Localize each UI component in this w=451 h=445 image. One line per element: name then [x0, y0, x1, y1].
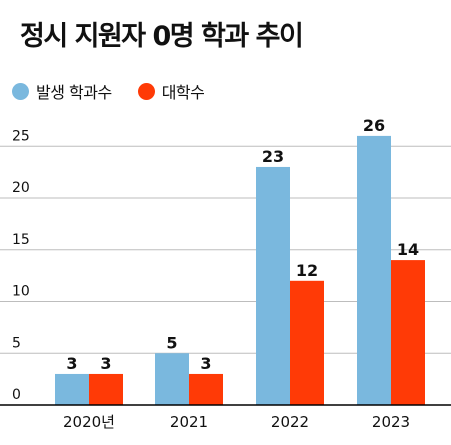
y-tick-label-0: 0 — [12, 387, 21, 403]
data-label-series-2-2021: 3 — [200, 354, 211, 373]
x-tick-label-2023: 2023 — [372, 413, 410, 431]
x-tick-label-2021: 2021 — [170, 413, 208, 431]
bar-series-2-2022 — [290, 280, 324, 405]
data-label-series-1-2023: 26 — [363, 116, 385, 135]
legend-swatch-series-1 — [12, 82, 29, 100]
x-tick-label-2020년: 2020년 — [63, 413, 115, 431]
y-tick-label-20: 20 — [12, 180, 30, 196]
y-tick-label-25: 25 — [12, 128, 30, 144]
x-tick-label-2022: 2022 — [271, 413, 309, 431]
data-label-series-1-2020년: 3 — [66, 354, 77, 373]
chart-title: 정시 지원자 0명 학과 추이 — [20, 21, 304, 52]
legend: 발생 학과수 대학수 — [12, 79, 230, 103]
legend-label-series-1: 발생 학과수 — [36, 83, 112, 102]
bar-series-2-2023 — [391, 260, 425, 405]
legend-label-series-2: 대학수 — [161, 83, 205, 102]
legend-item-series-2: 대학수 — [137, 79, 205, 103]
data-label-series-2-2022: 12 — [296, 261, 318, 280]
legend-swatch-series-2 — [137, 82, 155, 100]
data-label-series-2-2023: 14 — [397, 240, 419, 259]
y-tick-label-15: 15 — [12, 232, 30, 248]
bar-series-2-2021 — [189, 373, 223, 405]
y-tick-label-10: 10 — [12, 284, 30, 300]
bar-series-1-2020년 — [55, 373, 89, 405]
bar-series-1-2022 — [256, 166, 290, 405]
legend-item-series-1: 발생 학과수 — [12, 79, 112, 103]
data-label-series-1-2021: 5 — [166, 333, 177, 352]
y-tick-label-5: 5 — [12, 335, 21, 351]
bar-series-1-2021 — [155, 353, 189, 405]
bar-series-2-2020년 — [89, 373, 123, 405]
data-label-series-2-2020년: 3 — [100, 354, 111, 373]
data-label-series-1-2022: 23 — [262, 147, 284, 166]
bar-series-1-2023 — [357, 135, 391, 405]
